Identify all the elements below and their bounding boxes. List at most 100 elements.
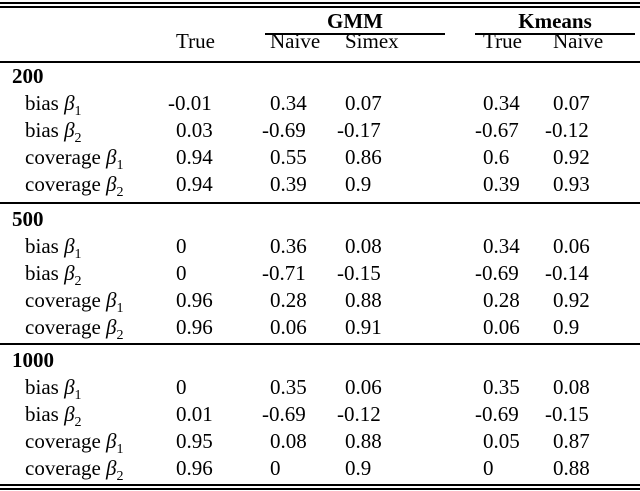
beta-symbol: β <box>106 288 117 312</box>
value-cell: 0.39 <box>270 172 307 196</box>
value-cell: 0.94 <box>176 145 213 169</box>
top-rule-inner <box>0 6 640 8</box>
value-cell: 0.34 <box>483 91 520 115</box>
value-cell: 0.34 <box>483 234 520 258</box>
value-cell: 0.96 <box>176 456 213 480</box>
metric-name: bias <box>25 402 59 426</box>
row-label: bias β1 <box>25 374 82 404</box>
metric-name: coverage <box>25 315 101 339</box>
value-cell: 0.95 <box>176 429 213 453</box>
value-cell: 0.08 <box>345 234 382 258</box>
column-header-true: True <box>176 29 215 53</box>
bottom-rule-inner <box>0 484 640 486</box>
value-cell: 0.34 <box>270 91 307 115</box>
value-cell: 0.96 <box>176 288 213 312</box>
value-cell: -0.01 <box>168 91 212 115</box>
section-rule-500 <box>0 202 640 204</box>
beta-symbol: β <box>64 118 75 142</box>
value-cell: 0.86 <box>345 145 382 169</box>
cmidrule-gmm <box>265 33 445 35</box>
value-cell: 0 <box>483 456 494 480</box>
beta-symbol: β <box>64 91 75 115</box>
value-cell: 0.88 <box>553 456 590 480</box>
value-cell: 0.07 <box>345 91 382 115</box>
metric-name: coverage <box>25 145 101 169</box>
beta-symbol: β <box>106 429 117 453</box>
beta-symbol: β <box>64 261 75 285</box>
value-cell: 0 <box>270 456 281 480</box>
beta-subscript: 1 <box>74 388 82 404</box>
value-cell: 0.06 <box>483 315 520 339</box>
value-cell: 0 <box>176 375 187 399</box>
header-rule <box>0 61 640 63</box>
value-cell: 0.35 <box>483 375 520 399</box>
column-header-gmm-simex: Simex <box>345 29 399 53</box>
beta-symbol: β <box>64 402 75 426</box>
value-cell: -0.69 <box>475 402 519 426</box>
value-cell: 0.92 <box>553 288 590 312</box>
column-group-kmeans: Kmeans <box>518 9 592 33</box>
value-cell: 0.92 <box>553 145 590 169</box>
row-label: coverage β2 <box>25 314 124 344</box>
value-cell: -0.15 <box>337 261 381 285</box>
row-label: coverage β1 <box>25 144 124 173</box>
value-cell: 0.87 <box>553 429 590 453</box>
value-cell: 0.6 <box>483 145 510 169</box>
row-label: bias β2 <box>25 401 82 430</box>
value-cell: 0.88 <box>345 429 382 453</box>
beta-symbol: β <box>64 375 75 399</box>
value-cell: 0.88 <box>345 288 382 312</box>
value-cell: 0.05 <box>483 429 520 453</box>
row-label: coverage β2 <box>25 455 124 485</box>
row-label: coverage β2 <box>25 171 124 201</box>
value-cell: -0.69 <box>475 261 519 285</box>
value-cell: 0.93 <box>553 172 590 196</box>
metric-name: bias <box>25 91 59 115</box>
section-rule-1000 <box>0 343 640 345</box>
beta-subscript: 2 <box>74 131 82 147</box>
beta-subscript: 1 <box>116 301 124 317</box>
beta-symbol: β <box>106 172 117 196</box>
value-cell: 0.35 <box>270 375 307 399</box>
value-cell: -0.12 <box>337 402 381 426</box>
value-cell: -0.14 <box>545 261 589 285</box>
beta-symbol: β <box>106 145 117 169</box>
value-cell: 0.08 <box>553 375 590 399</box>
beta-subscript: 1 <box>116 442 124 458</box>
beta-symbol: β <box>106 456 117 480</box>
value-cell: -0.71 <box>262 261 306 285</box>
value-cell: 0.36 <box>270 234 307 258</box>
metric-name: bias <box>25 234 59 258</box>
row-label: bias β2 <box>25 260 82 290</box>
metric-name: coverage <box>25 172 101 196</box>
row-label: bias β1 <box>25 90 82 119</box>
value-cell: 0.06 <box>345 375 382 399</box>
value-cell: 0 <box>176 234 187 258</box>
value-cell: 0.39 <box>483 172 520 196</box>
row-label: bias β2 <box>25 117 82 147</box>
value-cell: 0.06 <box>553 234 590 258</box>
value-cell: 0.55 <box>270 145 307 169</box>
value-cell: 0.91 <box>345 315 382 339</box>
cmidrule-kmeans <box>475 33 635 35</box>
value-cell: 0.9 <box>553 315 580 339</box>
beta-subscript: 2 <box>116 185 124 201</box>
beta-subscript: 2 <box>116 469 124 485</box>
row-label: coverage β1 <box>25 287 124 317</box>
column-header-kmeans-naive: Naive <box>553 29 604 53</box>
value-cell: 0.06 <box>270 315 307 339</box>
value-cell: 0.07 <box>553 91 590 115</box>
value-cell: -0.12 <box>545 118 589 142</box>
value-cell: -0.67 <box>475 118 519 142</box>
value-cell: 0.96 <box>176 315 213 339</box>
beta-subscript: 2 <box>74 274 82 290</box>
beta-subscript: 2 <box>116 328 124 344</box>
section-title: 1000 <box>12 348 54 372</box>
value-cell: 0.94 <box>176 172 213 196</box>
value-cell: 0.01 <box>176 402 213 426</box>
metric-name: coverage <box>25 288 101 312</box>
top-rule-outer <box>0 2 640 4</box>
metric-name: coverage <box>25 456 101 480</box>
metric-name: coverage <box>25 429 101 453</box>
